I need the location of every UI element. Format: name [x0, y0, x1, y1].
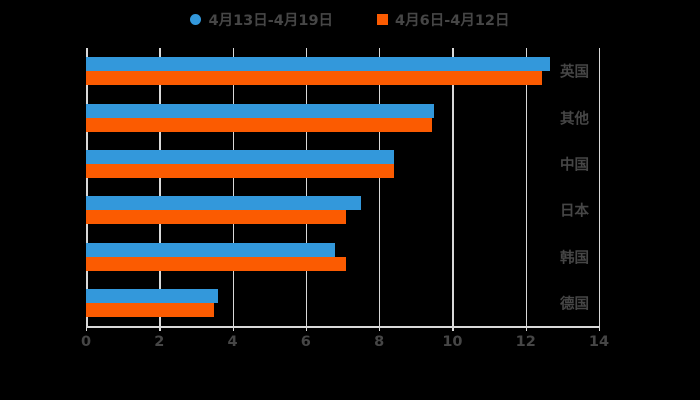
x-axis-tick-label: 0 [80, 334, 92, 350]
legend-square-icon [377, 13, 389, 25]
gridline [599, 48, 601, 326]
legend-circle-icon [190, 13, 202, 25]
x-axis-line [86, 326, 600, 328]
bar[interactable] [86, 302, 215, 317]
y-axis-tick-label: 德国 [560, 296, 589, 313]
x-tick-mark [159, 326, 161, 331]
bar[interactable] [86, 149, 394, 164]
bar[interactable] [86, 163, 394, 178]
gridline [305, 48, 308, 326]
y-axis-tick-label: 英国 [560, 64, 589, 81]
y-axis-tick-label: 中国 [560, 157, 589, 174]
chart-legend: 4月13日-4月19日 4月6日-4月12日 [0, 6, 700, 32]
x-tick-mark [599, 326, 601, 331]
x-axis-tick-label: 10 [442, 334, 463, 350]
gridline [159, 48, 161, 326]
x-axis-tick-label: 8 [374, 334, 385, 350]
gridline [232, 48, 234, 326]
bar-group [86, 288, 599, 317]
x-axis-tick-label: 2 [154, 334, 165, 350]
bar[interactable] [86, 117, 433, 132]
y-axis-line [86, 48, 88, 326]
legend-label-series-0: 4月13日-4月19日 [208, 12, 334, 29]
gridline [379, 48, 381, 326]
x-axis-tick-label: 14 [588, 334, 610, 350]
x-axis-tick-label: 6 [300, 334, 311, 350]
bar[interactable] [86, 210, 347, 225]
bar[interactable] [86, 57, 550, 72]
bar[interactable] [86, 288, 218, 303]
gridline [452, 48, 454, 326]
bar[interactable] [86, 242, 336, 257]
bar-group [86, 57, 599, 86]
x-tick-mark [452, 326, 454, 331]
x-axis-tick-label: 12 [515, 334, 536, 350]
x-axis-tick-label: 4 [227, 334, 238, 350]
bar[interactable] [86, 71, 543, 86]
bar-group [86, 149, 599, 178]
x-tick-mark [232, 326, 234, 331]
bar[interactable] [86, 196, 361, 211]
legend-label-series-1: 4月6日-4月12日 [395, 12, 510, 29]
y-axis-tick-label: 韩国 [560, 250, 589, 266]
y-axis-tick-label: 日本 [560, 203, 589, 220]
bar[interactable] [86, 256, 347, 271]
bar-group [86, 103, 599, 132]
bar-group [86, 196, 599, 225]
y-axis-tick-label: 其他 [560, 111, 589, 127]
gridline [525, 48, 527, 326]
x-tick-mark [86, 326, 88, 331]
legend-item-series-0[interactable]: 4月13日-4月19日 [190, 9, 333, 30]
legend-item-series-1[interactable]: 4月6日-4月12日 [377, 9, 510, 30]
x-tick-mark [525, 326, 527, 331]
x-tick-mark [379, 326, 381, 331]
bar[interactable] [86, 103, 435, 118]
plot-area: 英国其他中国日本韩国德国 0 2 4 6 8 10 12 14 [81, 48, 609, 350]
x-tick-mark [305, 326, 308, 331]
bar-group [86, 242, 599, 271]
